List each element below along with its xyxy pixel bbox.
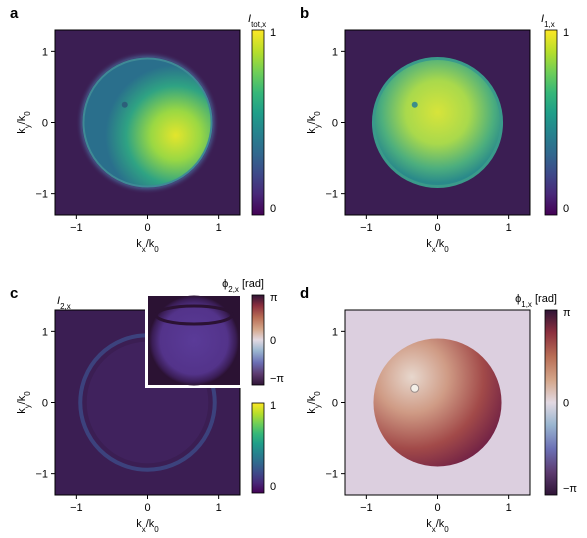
intensity-disk (82, 57, 213, 188)
colorbar-tick-label: −π (563, 483, 577, 495)
defect-spot (121, 101, 128, 108)
phase-colorbar-title: ϕ2,x [rad] (222, 278, 264, 294)
y-axis-label: ky/k0 (16, 111, 32, 134)
y-tick-label: 1 (42, 326, 48, 338)
defect-spot (410, 383, 420, 393)
panel-c: −1 0 1 1 0 −1 kx/k0 ky/k0 c 1 0 I2,x π 0 −π ϕ2,x [rad] (10, 278, 284, 534)
y-tick-label: 1 (42, 46, 48, 58)
x-tick-label: 1 (506, 222, 512, 234)
y-axis-label: ky/k0 (16, 391, 32, 414)
panel-b: −1 0 1 1 0 −1 kx/k0 ky/k0 b 1 0 I1,x (300, 5, 569, 254)
x-tick-label: 1 (506, 502, 512, 514)
colorbar-title: I1,x (541, 13, 555, 29)
panel-letter: d (300, 285, 309, 302)
colorbar-tick-label: 1 (270, 27, 276, 39)
colorbar-tick-label: 1 (270, 400, 276, 412)
colorbar (544, 309, 558, 496)
x-axis-label: kx/k0 (136, 518, 159, 534)
inset-ring (154, 304, 234, 326)
defect-spot (411, 101, 418, 108)
phase-disk (373, 338, 502, 467)
colorbar-title: Itot,x (248, 13, 266, 29)
y-axis-label: ky/k0 (306, 391, 322, 414)
colorbar-tick-label: 1 (563, 27, 569, 39)
colorbar-tick-label: 0 (563, 203, 569, 215)
panel-letter: a (10, 5, 19, 22)
y-tick-label: 0 (332, 118, 338, 130)
y-tick-label: −1 (325, 189, 338, 201)
y-tick-label: 1 (332, 46, 338, 58)
x-tick-label: −1 (70, 222, 83, 234)
y-tick-label: 1 (332, 326, 338, 338)
intensity-disk (371, 56, 504, 189)
y-tick-label: −1 (325, 469, 338, 481)
x-tick-label: −1 (360, 502, 373, 514)
phase-colorbar (251, 294, 265, 386)
y-tick-label: −1 (35, 189, 48, 201)
x-tick-label: 0 (434, 222, 440, 234)
phase-colorbar-tick-label: 0 (270, 335, 276, 347)
colorbar (251, 402, 265, 494)
x-tick-label: 1 (216, 222, 222, 234)
y-tick-label: 0 (42, 118, 48, 130)
y-tick-label: 0 (332, 398, 338, 410)
y-axis-label: ky/k0 (306, 111, 322, 134)
inset-phase-disk (149, 295, 239, 386)
colorbar-tick-label: π (563, 307, 571, 319)
phase-colorbar-tick-label: −π (270, 373, 284, 385)
x-tick-label: 0 (434, 502, 440, 514)
colorbar-title: ϕ1,x [rad] (515, 293, 557, 309)
panel-d: −1 0 1 1 0 −1 kx/k0 ky/k0 d π 0 −π ϕ1,x [rad] (300, 285, 577, 534)
x-axis-label: kx/k0 (426, 518, 449, 534)
panel-letter: c (10, 285, 18, 302)
panel-letter: b (300, 5, 309, 22)
colorbar-tick-label: 0 (270, 203, 276, 215)
phase-colorbar-tick-label: π (270, 292, 278, 304)
panel-a: −1 0 1 1 0 −1 kx/k0 ky/k0 a 1 0 Itot,x (10, 5, 276, 254)
intensity-title: I2,x (57, 295, 71, 311)
x-tick-label: −1 (360, 222, 373, 234)
y-tick-label: −1 (35, 469, 48, 481)
colorbar (544, 29, 558, 216)
x-axis-label: kx/k0 (426, 238, 449, 254)
x-axis-label: kx/k0 (136, 238, 159, 254)
x-tick-label: 0 (144, 222, 150, 234)
x-tick-label: 0 (144, 502, 150, 514)
y-tick-label: 0 (42, 398, 48, 410)
x-tick-label: −1 (70, 502, 83, 514)
colorbar-tick-label: 0 (563, 398, 569, 410)
x-tick-label: 1 (216, 502, 222, 514)
colorbar-tick-label: 0 (270, 481, 276, 493)
colorbar (251, 29, 265, 216)
